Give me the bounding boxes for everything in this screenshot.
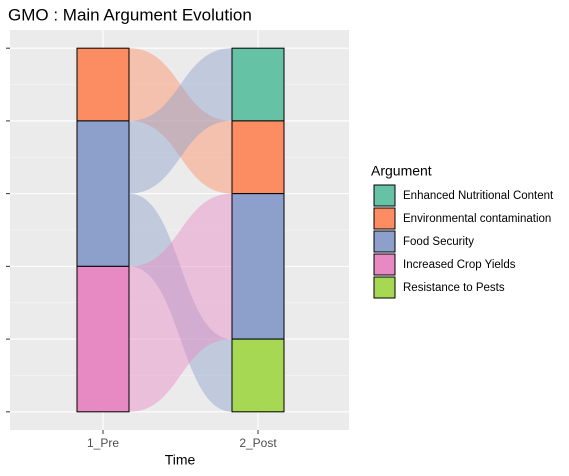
legend-label: Enhanced Nutritional Content	[403, 190, 554, 202]
legend-label: Food Security	[403, 236, 474, 248]
legend-label: Increased Crop Yields	[403, 259, 516, 271]
stratum	[76, 265, 130, 413]
legend-key	[373, 276, 396, 299]
x-tick-label: 1_Pre	[87, 436, 119, 450]
legend-key	[373, 253, 396, 276]
legend-title: Argument	[371, 163, 432, 179]
legend-key	[373, 184, 396, 207]
stratum	[231, 338, 285, 413]
stratum	[231, 47, 285, 122]
legend-key	[373, 230, 396, 253]
legend-key	[373, 207, 396, 230]
stratum	[76, 120, 130, 267]
chart-title: GMO : Main Argument Evolution	[8, 5, 252, 24]
flow	[129, 48, 232, 194]
stratum	[76, 47, 130, 122]
x-tick-label: 2_Post	[239, 436, 277, 450]
flow	[129, 193, 232, 412]
flow	[129, 193, 232, 412]
legend-label: Resistance to Pests	[403, 282, 505, 294]
x-axis-label: Time	[165, 452, 196, 468]
flow	[129, 48, 232, 194]
legend-label: Environmental contamination	[403, 213, 551, 225]
stratum	[231, 120, 285, 195]
stratum	[231, 193, 285, 340]
